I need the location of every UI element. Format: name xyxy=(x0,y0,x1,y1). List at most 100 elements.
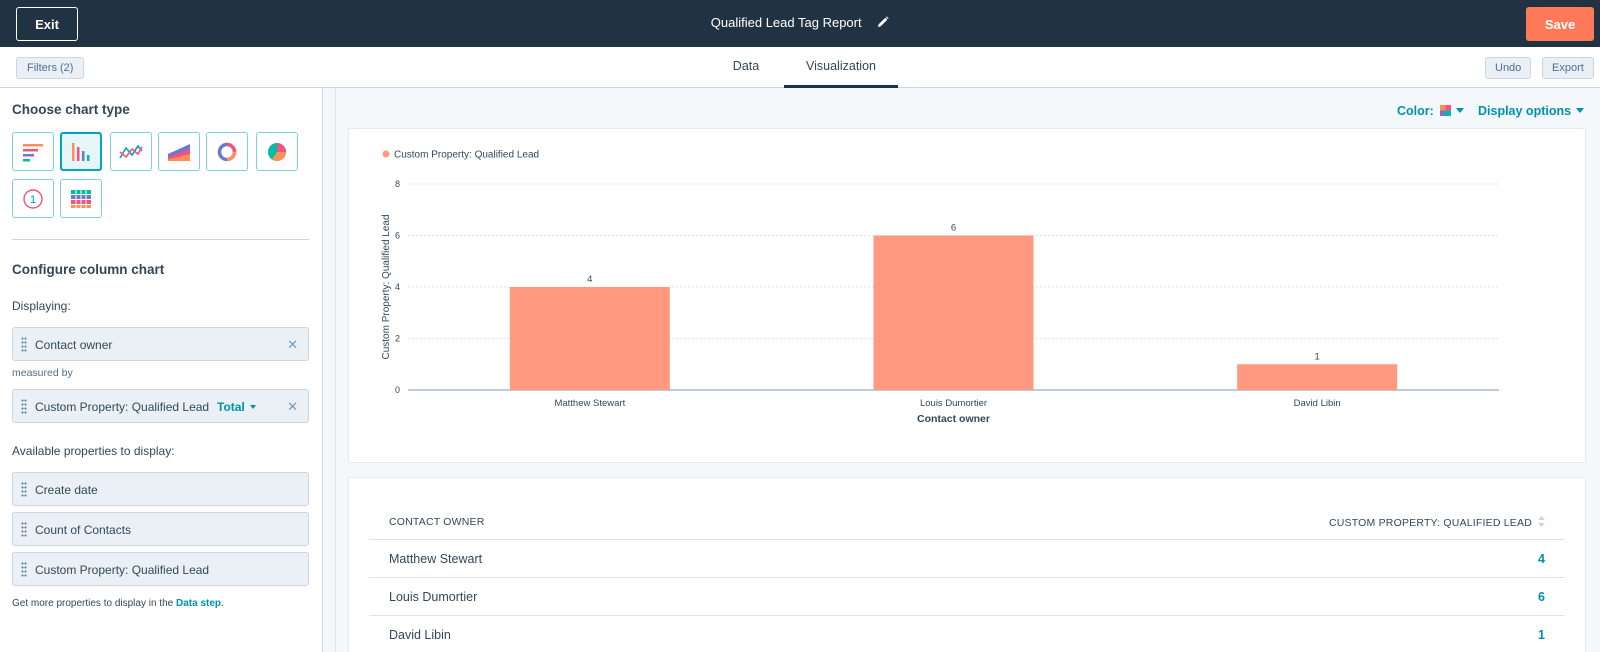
drag-handle-icon[interactable] xyxy=(21,337,27,353)
y-tick-label: 8 xyxy=(395,179,400,189)
available-property-pill[interactable]: Custom Property: Qualified Lead xyxy=(12,552,309,586)
line-chart-icon xyxy=(119,144,143,158)
chevron-down-icon xyxy=(249,405,256,409)
summary-number-glyph: 1 xyxy=(30,194,36,206)
color-label: Color: xyxy=(1397,104,1434,118)
undo-button[interactable]: Undo xyxy=(1485,57,1532,79)
table-header-row: CONTACT OWNER CUSTOM PROPERTY: QUALIFIED… xyxy=(369,510,1565,540)
pie-chart-icon xyxy=(268,142,286,161)
choose-chart-type-heading: Choose chart type xyxy=(12,102,130,117)
y-tick-label: 6 xyxy=(395,231,400,241)
chart-card: 0 2 4 6 8 Custom Property: Qualified Lead 4 Mat… xyxy=(348,128,1586,463)
y-tick-label: 2 xyxy=(395,334,400,344)
panel-scrollbar-track[interactable] xyxy=(324,88,336,652)
column-header-qualified-lead-label: CUSTOM PROPERTY: QUALIFIED LEAD xyxy=(1328,517,1532,529)
section-divider xyxy=(12,239,309,240)
available-property-label: Custom Property: Qualified Lead xyxy=(35,563,210,577)
y-axis-title: Custom Property: Qualified Lead xyxy=(381,214,392,359)
horizontal-bar-chart-icon xyxy=(23,143,43,161)
note-suffix: . xyxy=(221,598,224,609)
remove-displaying-close-icon[interactable]: ✕ xyxy=(287,337,298,352)
x-axis-title: Contact owner xyxy=(917,413,990,425)
row-contact-owner: Louis Dumortier xyxy=(389,590,478,604)
available-property-label: Create date xyxy=(35,483,98,497)
y-tick-label: 4 xyxy=(395,282,400,292)
remove-measure-close-icon[interactable]: ✕ xyxy=(287,399,298,414)
note-text: Get more properties to display in the xyxy=(12,598,176,609)
bar-data-label: 4 xyxy=(587,274,592,285)
measure-property-pill[interactable]: Custom Property: Qualified Lead Total ✕ xyxy=(12,389,309,423)
donut-chart-icon xyxy=(217,142,237,161)
bar xyxy=(509,287,670,390)
data-table: CONTACT OWNER CUSTOM PROPERTY: QUALIFIED… xyxy=(348,477,1586,652)
chart-type-line[interactable] xyxy=(110,132,152,171)
row-qualified-lead-value[interactable]: 1 xyxy=(1538,628,1545,642)
available-property-pill[interactable]: Create date xyxy=(12,472,309,506)
chart-type-area[interactable] xyxy=(158,132,200,171)
area-chart-icon xyxy=(168,143,190,161)
table-row: Matthew Stewart 4 xyxy=(369,540,1565,578)
legend-label: Custom Property: Qualified Lead xyxy=(394,150,539,161)
x-tick-label: Louis Dumortier xyxy=(920,398,987,409)
aggregation-dropdown[interactable]: Total xyxy=(217,400,256,414)
column-header-contact-owner[interactable]: CONTACT OWNER xyxy=(389,516,485,528)
tab-visualization[interactable]: Visualization xyxy=(784,47,898,88)
bar-data-label: 6 xyxy=(951,223,956,234)
available-properties-label: Available properties to display: xyxy=(12,444,175,458)
filters-button[interactable]: Filters (2) xyxy=(16,57,85,79)
chart-type-horizontal-bar[interactable] xyxy=(12,132,54,171)
row-contact-owner: David Libin xyxy=(389,628,451,642)
chart-type-summary[interactable]: 1 xyxy=(12,179,54,218)
column-header-qualified-lead[interactable]: CUSTOM PROPERTY: QUALIFIED LEAD xyxy=(1329,516,1545,529)
export-button[interactable]: Export xyxy=(1542,57,1594,79)
drag-handle-icon[interactable] xyxy=(21,562,27,578)
tab-data[interactable]: Data xyxy=(732,59,760,73)
exit-button[interactable]: Exit xyxy=(16,7,78,41)
data-step-link[interactable]: Data step xyxy=(175,598,221,609)
table-row: David Libin 1 xyxy=(369,616,1565,652)
color-palette-icon xyxy=(1439,105,1451,116)
aggregation-label: Total xyxy=(217,400,245,414)
available-property-pill[interactable]: Count of Contacts xyxy=(12,512,309,546)
row-qualified-lead-value[interactable]: 6 xyxy=(1538,590,1545,604)
sub-toolbar: Filters (2) Data Visualization Undo Expo… xyxy=(0,47,1600,88)
table-icon xyxy=(71,189,91,208)
table-row: Louis Dumortier 6 xyxy=(369,578,1565,616)
drag-handle-icon[interactable] xyxy=(21,399,27,415)
displaying-label: Displaying: xyxy=(12,299,71,313)
displaying-property-pill[interactable]: Contact owner ✕ xyxy=(12,327,309,361)
row-qualified-lead-value[interactable]: 4 xyxy=(1538,552,1545,566)
save-button[interactable]: Save xyxy=(1526,7,1594,41)
x-tick-label: Matthew Stewart xyxy=(554,398,625,409)
available-property-label: Count of Contacts xyxy=(35,523,132,537)
chevron-down-icon xyxy=(1576,108,1585,113)
edit-title-pencil-icon[interactable] xyxy=(877,16,889,28)
sort-icon[interactable] xyxy=(1538,516,1545,527)
color-dropdown[interactable]: Color: xyxy=(1397,104,1464,118)
summary-number-icon: 1 xyxy=(23,188,43,209)
report-title: Qualified Lead Tag Report xyxy=(710,15,862,30)
display-options-label: Display options xyxy=(1478,104,1572,118)
chart-type-pie[interactable] xyxy=(256,132,298,171)
top-bar: Exit Qualified Lead Tag Report Save xyxy=(0,0,1600,47)
drag-handle-icon[interactable] xyxy=(21,482,27,498)
column-chart-icon xyxy=(72,142,90,161)
chart-type-table[interactable] xyxy=(60,179,102,218)
chevron-down-icon xyxy=(1455,108,1464,113)
chart-type-column[interactable] xyxy=(60,132,102,171)
measure-property-label: Custom Property: Qualified Lead xyxy=(35,400,210,414)
configure-chart-heading: Configure column chart xyxy=(12,262,165,277)
bar-data-label: 1 xyxy=(1315,351,1320,362)
chart-type-donut[interactable] xyxy=(206,132,248,171)
x-tick-label: David Libin xyxy=(1294,398,1341,409)
bar xyxy=(1237,364,1398,390)
y-tick-label: 0 xyxy=(395,385,400,395)
row-contact-owner: Matthew Stewart xyxy=(389,552,483,566)
display-options-dropdown[interactable]: Display options xyxy=(1478,104,1585,118)
drag-handle-icon[interactable] xyxy=(21,522,27,538)
legend-swatch xyxy=(382,150,390,158)
data-step-note: Get more properties to display in the Da… xyxy=(12,598,224,609)
report-title-area: Qualified Lead Tag Report xyxy=(0,15,1600,30)
bar xyxy=(873,235,1034,390)
